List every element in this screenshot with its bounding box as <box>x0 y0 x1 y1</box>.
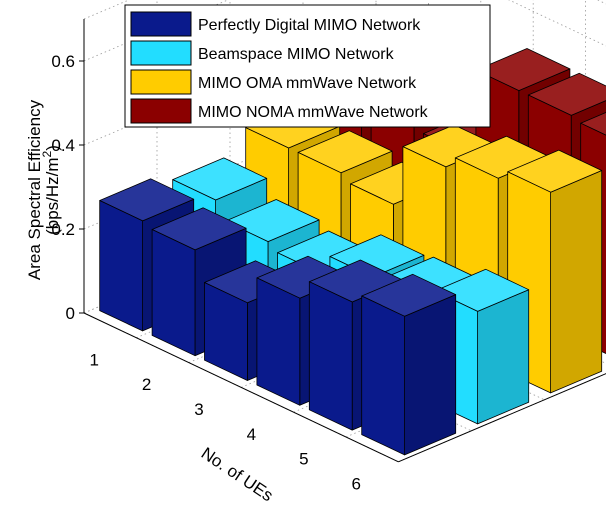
y-tick-label: 0 <box>66 304 75 323</box>
y-axis-label-close: ) <box>43 145 62 151</box>
y-tick-label: 0.6 <box>51 52 75 71</box>
legend-label: MIMO OMA mmWave Network <box>198 75 417 92</box>
bar-front-face <box>204 282 248 381</box>
y-axis-label-line2: (bps/Hz/m2) <box>40 145 62 235</box>
grid-line <box>83 0 606 62</box>
bar-side-face <box>550 170 603 394</box>
y-axis-label-unit: (bps/Hz/m <box>43 157 62 234</box>
y-tick-label: 0.2 <box>51 220 75 239</box>
legend-label: Perfectly Digital MIMO Network <box>198 17 421 34</box>
x-tick-label: 1 <box>89 350 98 369</box>
bar-front-face <box>256 277 301 406</box>
legend-label: MIMO NOMA mmWave Network <box>198 104 429 121</box>
bar-front-face <box>99 200 144 332</box>
y-axis-label-line1: Area Spectral Efficiency <box>25 99 44 280</box>
x-tick-label: 2 <box>142 375 151 394</box>
x-tick-label: 6 <box>351 474 360 493</box>
y-axis-label-superscript: 2 <box>40 150 54 157</box>
bar-front-face <box>151 229 196 357</box>
bar-front-face <box>308 281 353 431</box>
tick-labels: 0 0.2 0.4 0.6 1 2 3 4 5 6 <box>51 52 361 493</box>
legend-swatch <box>130 69 192 95</box>
x-axis-label: No. of UEs <box>198 444 277 506</box>
legend-swatch <box>130 98 192 124</box>
bar <box>507 149 603 394</box>
bar-side-face <box>477 289 530 425</box>
bar <box>361 273 457 456</box>
bar-side-face <box>404 294 457 456</box>
depth-axis-line <box>398 373 606 463</box>
y-axis-label: Area Spectral Efficiency (bps/Hz/m2) <box>25 99 62 280</box>
legend-swatch <box>130 11 192 37</box>
x-axis-line <box>83 312 399 463</box>
legend-label: Beamspace MIMO Network <box>198 46 395 63</box>
legend: Perfectly Digital MIMO Network Beamspace … <box>124 4 491 128</box>
y-tick-label: 0.4 <box>51 136 75 155</box>
bar-front-face <box>361 295 406 456</box>
x-tick-label: 4 <box>247 425 256 444</box>
axes <box>83 19 606 463</box>
legend-swatch <box>130 40 192 66</box>
x-tick-label: 3 <box>194 400 203 419</box>
bar-top-face <box>580 112 606 136</box>
x-tick-label: 5 <box>299 450 308 469</box>
